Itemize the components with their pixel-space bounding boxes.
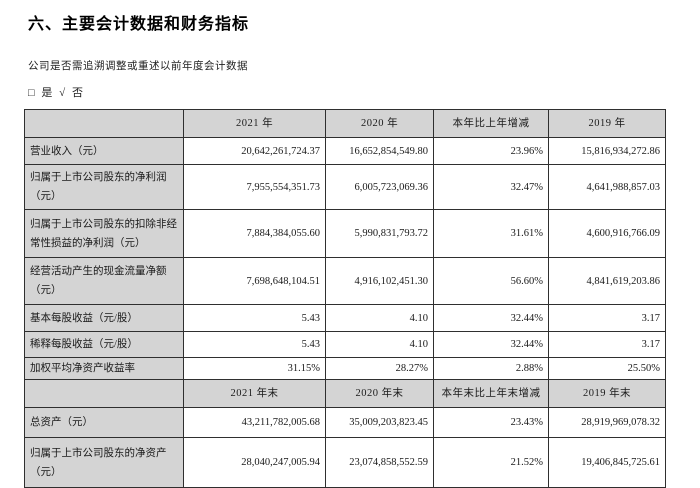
row-label: 经营活动产生的现金流量净额（元）	[24, 257, 184, 305]
value-2019: 19,406,845,725.61	[548, 437, 666, 488]
table-row-basic-eps: 基本每股收益（元/股） 5.43 4.10 32.44% 3.17	[24, 304, 666, 332]
header-cell-yoy-change: 本年比上年增减	[433, 109, 549, 138]
header-cell-yoy-end-change: 本年末比上年末增减	[433, 379, 549, 408]
value-2020: 23,074,858,552.59	[325, 437, 434, 488]
row-label: 归属于上市公司股东的净资产（元）	[24, 437, 184, 488]
table-row-net-profit-excl-nonrecurring: 归属于上市公司股东的扣除非经常性损益的净利润（元） 7,884,384,055.…	[24, 209, 666, 258]
header-cell-2020: 2020 年	[325, 109, 434, 138]
value-change: 32.47%	[433, 164, 549, 210]
value-change: 2.88%	[433, 357, 549, 380]
value-2019: 25.50%	[548, 357, 666, 380]
checkbox-line: □ 是 √ 否	[28, 84, 700, 100]
value-2021: 43,211,782,005.68	[183, 407, 326, 438]
financial-indicators-table: 2021 年 2020 年 本年比上年增减 2019 年 营业收入（元） 20,…	[24, 109, 666, 488]
value-2021: 5.43	[183, 304, 326, 332]
header-cell-2020-end: 2020 年末	[325, 379, 434, 408]
value-2019: 3.17	[548, 304, 666, 332]
row-label: 稀释每股收益（元/股）	[24, 331, 184, 358]
value-2021: 7,884,384,055.60	[183, 209, 326, 258]
value-2019: 28,919,969,078.32	[548, 407, 666, 438]
row-label: 总资产（元）	[24, 407, 184, 438]
value-2020: 28.27%	[325, 357, 434, 380]
value-2019: 4,841,619,203.86	[548, 257, 666, 305]
value-change: 23.96%	[433, 137, 549, 165]
header-row-year-end: 2021 年末 2020 年末 本年末比上年末增减 2019 年末	[24, 379, 666, 408]
table-row-total-assets: 总资产（元） 43,211,782,005.68 35,009,203,823.…	[24, 407, 666, 438]
table-row-net-profit: 归属于上市公司股东的净利润（元） 7,955,554,351.73 6,005,…	[24, 164, 666, 210]
value-2021: 31.15%	[183, 357, 326, 380]
section-title: 六、主要会计数据和财务指标	[28, 16, 250, 33]
header-row-annual: 2021 年 2020 年 本年比上年增减 2019 年	[24, 109, 666, 138]
value-2020: 4.10	[325, 304, 434, 332]
value-2020: 16,652,854,549.80	[325, 137, 434, 165]
value-2020: 6,005,723,069.36	[325, 164, 434, 210]
header-cell-2021: 2021 年	[183, 109, 326, 138]
value-2020: 4.10	[325, 331, 434, 358]
value-2020: 5,990,831,793.72	[325, 209, 434, 258]
table-row-weighted-avg-roe: 加权平均净资产收益率 31.15% 28.27% 2.88% 25.50%	[24, 357, 666, 380]
value-2020: 35,009,203,823.45	[325, 407, 434, 438]
restatement-question: 公司是否需追溯调整或重述以前年度会计数据	[28, 61, 248, 72]
header-cell-2021-end: 2021 年末	[183, 379, 326, 408]
checkbox-unchecked-icon: □	[28, 87, 37, 99]
row-label: 加权平均净资产收益率	[24, 357, 184, 380]
header-cell-blank	[24, 109, 184, 138]
value-change: 56.60%	[433, 257, 549, 305]
row-label: 基本每股收益（元/股）	[24, 304, 184, 332]
value-2021: 20,642,261,724.37	[183, 137, 326, 165]
table-row-operating-revenue: 营业收入（元） 20,642,261,724.37 16,652,854,549…	[24, 137, 666, 165]
header-cell-blank	[24, 379, 184, 408]
value-2021: 5.43	[183, 331, 326, 358]
value-2020: 4,916,102,451.30	[325, 257, 434, 305]
value-change: 32.44%	[433, 331, 549, 358]
header-cell-2019-end: 2019 年末	[548, 379, 666, 408]
value-change: 32.44%	[433, 304, 549, 332]
value-change: 31.61%	[433, 209, 549, 258]
yes-label: 是	[41, 87, 55, 99]
value-2019: 4,641,988,857.03	[548, 164, 666, 210]
check-mark-icon: √	[59, 87, 68, 99]
table-row-operating-cash-flow: 经营活动产生的现金流量净额（元） 7,698,648,104.51 4,916,…	[24, 257, 666, 305]
table-row-net-assets: 归属于上市公司股东的净资产（元） 28,040,247,005.94 23,07…	[24, 437, 666, 488]
value-2019: 3.17	[548, 331, 666, 358]
row-label: 归属于上市公司股东的净利润（元）	[24, 164, 184, 210]
row-label: 归属于上市公司股东的扣除非经常性损益的净利润（元）	[24, 209, 184, 258]
value-2021: 7,955,554,351.73	[183, 164, 326, 210]
row-label: 营业收入（元）	[24, 137, 184, 165]
value-change: 23.43%	[433, 407, 549, 438]
table-row-diluted-eps: 稀释每股收益（元/股） 5.43 4.10 32.44% 3.17	[24, 331, 666, 358]
no-label: 否	[71, 87, 85, 99]
value-2019: 15,816,934,272.86	[548, 137, 666, 165]
value-change: 21.52%	[433, 437, 549, 488]
header-cell-2019: 2019 年	[548, 109, 666, 138]
value-2019: 4,600,916,766.09	[548, 209, 666, 258]
value-2021: 7,698,648,104.51	[183, 257, 326, 305]
value-2021: 28,040,247,005.94	[183, 437, 326, 488]
